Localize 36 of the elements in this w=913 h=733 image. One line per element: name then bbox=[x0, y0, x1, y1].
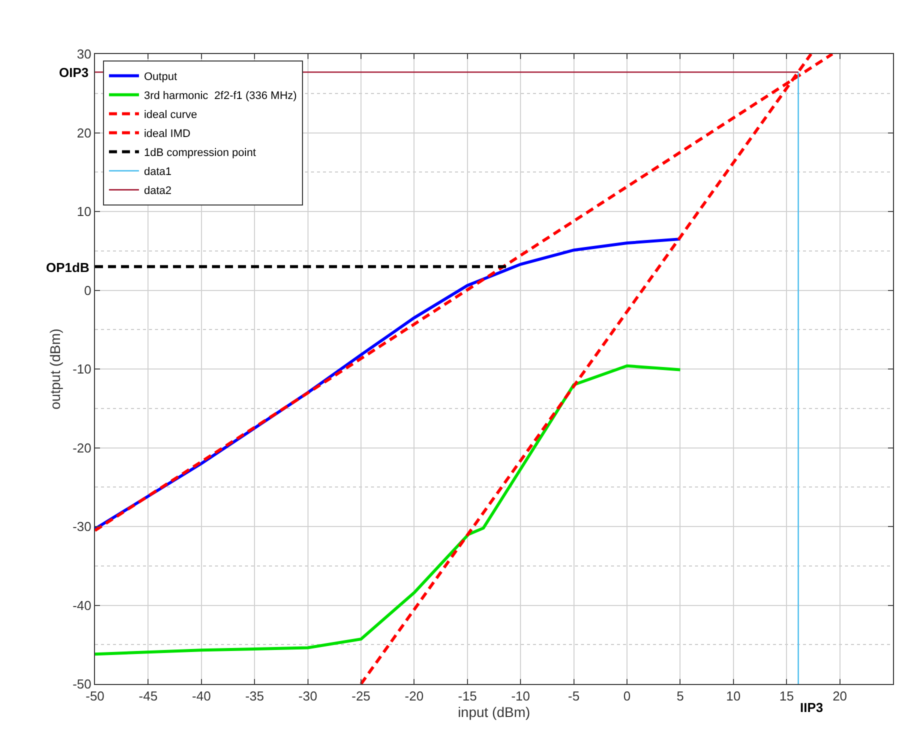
y-tick-label: -30 bbox=[72, 519, 92, 534]
x-tick-label: -15 bbox=[458, 688, 477, 704]
legend-label: 3rd harmonic 2f2-f1 (336 MHz) bbox=[144, 90, 297, 102]
x-tick-label: 10 bbox=[726, 688, 741, 704]
x-tick-label: -10 bbox=[511, 688, 530, 704]
legend-label: data1 bbox=[144, 166, 172, 178]
y-tick-label: -10 bbox=[72, 362, 92, 377]
text: IIP3 bbox=[800, 700, 824, 715]
x-tick-label: 20 bbox=[832, 688, 848, 704]
x-tick-label: 15 bbox=[779, 688, 794, 704]
y-tick-label: -20 bbox=[72, 440, 92, 456]
x-tick-label: -40 bbox=[192, 688, 211, 704]
y-axis-title: output (dBm) bbox=[47, 328, 64, 410]
x-tick-label: 5 bbox=[676, 688, 684, 704]
x-tick-label: -5 bbox=[568, 688, 580, 704]
x-tick-label: -25 bbox=[352, 688, 370, 704]
text: OIP3 bbox=[59, 65, 89, 80]
text: OP1dB bbox=[46, 260, 90, 275]
y-tick-label: 20 bbox=[76, 125, 92, 140]
x-axis-title: input (dBm) bbox=[458, 704, 530, 720]
legend-label: 1dB compression point bbox=[144, 147, 256, 160]
x-tick-label: -45 bbox=[138, 688, 158, 704]
legend-label: data2 bbox=[144, 185, 172, 198]
legend-label: Output bbox=[144, 71, 178, 84]
y-tick-label: 10 bbox=[76, 204, 92, 220]
legend-label: ideal curve bbox=[144, 109, 198, 122]
x-tick-label: -20 bbox=[404, 688, 424, 704]
x-tick-label: 0 bbox=[623, 688, 631, 704]
legend-label: ideal IMD bbox=[144, 128, 190, 140]
x-tick-label: -30 bbox=[298, 688, 318, 704]
y-tick-label: 30 bbox=[76, 46, 92, 62]
line-series bbox=[95, 364, 682, 656]
y-tick-label: -50 bbox=[72, 676, 92, 692]
y-tick-label: 0 bbox=[84, 282, 92, 298]
x-tick-label: -35 bbox=[245, 688, 264, 704]
y-tick-label: -40 bbox=[72, 598, 92, 613]
